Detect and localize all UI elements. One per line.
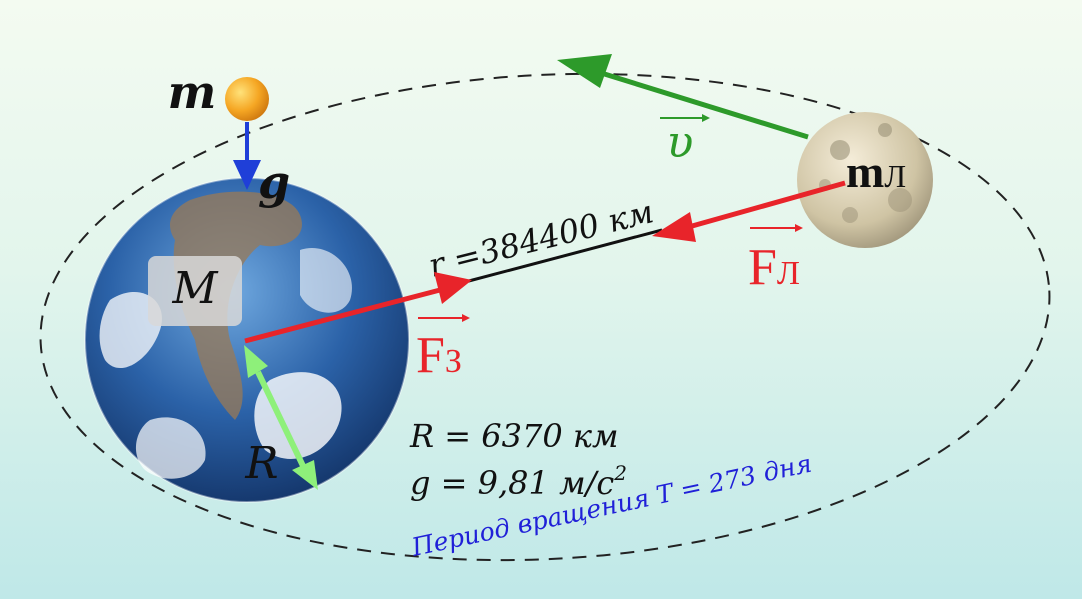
g-value-text: g = 9,81 м/с bbox=[410, 464, 614, 502]
radius-value: R = 6370 км bbox=[409, 417, 619, 455]
earth-mass-box bbox=[148, 256, 242, 326]
force-earth-label: FЗ bbox=[416, 327, 462, 384]
force-earth-subscript: З bbox=[445, 343, 462, 380]
force-earth-symbol: F bbox=[416, 327, 445, 384]
moon bbox=[797, 112, 933, 248]
force-moon-arrow bbox=[652, 180, 846, 242]
small-mass-label: m bbox=[168, 65, 217, 119]
force-earth-arrow bbox=[244, 272, 472, 344]
gravity-label: g bbox=[258, 155, 290, 209]
small-mass-ball bbox=[225, 77, 269, 121]
orbit-path bbox=[39, 72, 1051, 562]
force-moon-vector-bar bbox=[750, 224, 803, 232]
force-moon-label: FЛ bbox=[748, 239, 800, 296]
force-earth-vector-bar bbox=[418, 314, 470, 322]
moon-mass-symbol: m bbox=[846, 146, 884, 197]
earth-mass-label: M bbox=[171, 263, 218, 314]
force-moon-symbol: F bbox=[748, 239, 777, 296]
velocity-label: υ bbox=[667, 117, 694, 168]
moon-mass-label: mЛ bbox=[846, 146, 906, 197]
earth-radius-label: R bbox=[244, 438, 278, 489]
force-moon-subscript: Л bbox=[777, 255, 800, 292]
moon-mass-subscript: Л bbox=[884, 158, 906, 194]
g-value-superscript: 2 bbox=[613, 461, 627, 485]
gravity-arrow bbox=[233, 122, 261, 190]
velocity-vector-bar bbox=[660, 114, 710, 122]
g-value: g = 9,81 м/с2 bbox=[410, 461, 627, 502]
velocity-arrow bbox=[557, 54, 809, 140]
distance-line bbox=[464, 228, 663, 284]
earth-radius-arrow bbox=[244, 345, 318, 490]
